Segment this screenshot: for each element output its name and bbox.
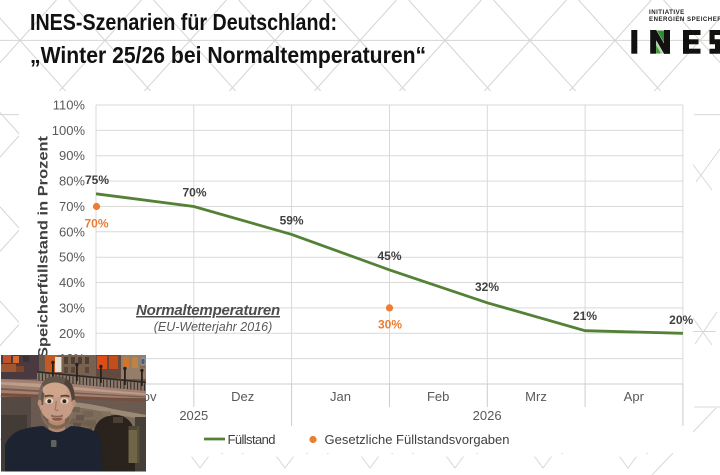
svg-text:40%: 40% [59,275,85,290]
svg-text:Speicherfüllstand in Prozent: Speicherfüllstand in Prozent [36,135,51,358]
svg-text:Normaltemperaturen: Normaltemperaturen [136,302,280,319]
svg-text:70%: 70% [59,199,85,214]
svg-text:30%: 30% [378,318,402,332]
svg-text:20%: 20% [669,313,693,327]
svg-text:Dez: Dez [231,389,254,404]
svg-text:70%: 70% [182,185,206,199]
svg-text:Feb: Feb [427,389,449,404]
svg-text:2026: 2026 [473,408,502,423]
svg-text:100%: 100% [52,123,86,138]
svg-text:75%: 75% [85,173,109,187]
svg-text:32%: 32% [475,280,499,294]
svg-text:80%: 80% [59,174,85,189]
svg-text:59%: 59% [280,213,304,227]
svg-text:110%: 110% [53,98,86,113]
svg-text:Apr: Apr [624,389,645,404]
svg-text:60%: 60% [59,224,85,239]
svg-text:Jan: Jan [330,389,351,404]
svg-text:(EU-Wetterjahr 2016): (EU-Wetterjahr 2016) [154,320,273,334]
svg-text:21%: 21% [573,309,597,323]
svg-text:Mrz: Mrz [525,389,547,404]
svg-text:2025: 2025 [179,408,208,423]
svg-text:20%: 20% [59,326,85,341]
svg-text:50%: 50% [59,250,85,265]
svg-text:90%: 90% [59,148,85,163]
svg-text:70%: 70% [84,217,108,231]
svg-text:Füllstand: Füllstand [228,432,276,447]
svg-text:45%: 45% [377,249,401,263]
svg-text:30%: 30% [59,300,85,315]
svg-text:Gesetzliche Füllstandsvorgaben: Gesetzliche Füllstandsvorgaben [325,432,510,447]
